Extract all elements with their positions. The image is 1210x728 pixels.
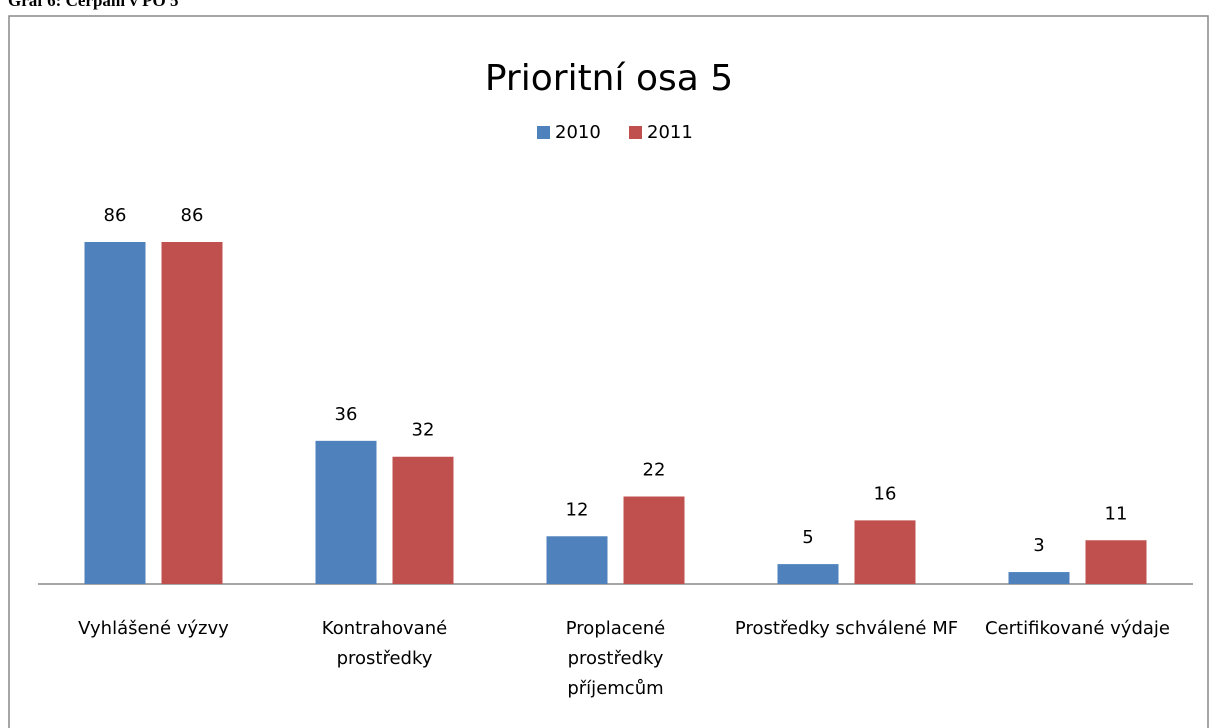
bar — [392, 456, 454, 584]
bar — [161, 242, 223, 584]
data-label: 86 — [181, 205, 204, 226]
x-tick-label: Certifikované výdaje — [985, 618, 1170, 639]
chart-frame — [8, 15, 1209, 728]
caption: Graf 6: Čerpání v PO 5 — [8, 0, 179, 10]
bar — [777, 564, 839, 584]
x-tick-label: Proplacené prostředky příjemcům — [565, 618, 666, 699]
data-label: 12 — [566, 499, 589, 520]
bar — [315, 440, 377, 584]
bar — [1085, 540, 1147, 584]
x-tick-label: Vyhlášené výzvy — [78, 618, 229, 639]
bar — [84, 242, 146, 584]
data-label: 5 — [802, 527, 813, 548]
data-label: 36 — [335, 404, 358, 425]
data-label: 11 — [1105, 503, 1128, 524]
bar — [546, 536, 608, 584]
legend-swatch — [629, 126, 642, 139]
chart-title: Prioritní osa 5 — [485, 58, 733, 99]
bar — [854, 520, 916, 584]
data-label: 22 — [643, 460, 666, 481]
legend-label: 2011 — [647, 122, 693, 143]
bar — [1008, 572, 1070, 584]
data-label: 16 — [874, 483, 897, 504]
x-tick-label: Kontrahované prostředky — [321, 618, 448, 669]
data-label: 3 — [1033, 535, 1044, 556]
legend-label: 2010 — [555, 122, 601, 143]
legend-swatch — [537, 126, 550, 139]
data-label: 32 — [412, 420, 435, 441]
bar — [623, 496, 685, 584]
x-tick-label: Prostředky schválené MF — [734, 618, 959, 639]
data-label: 86 — [104, 205, 127, 226]
